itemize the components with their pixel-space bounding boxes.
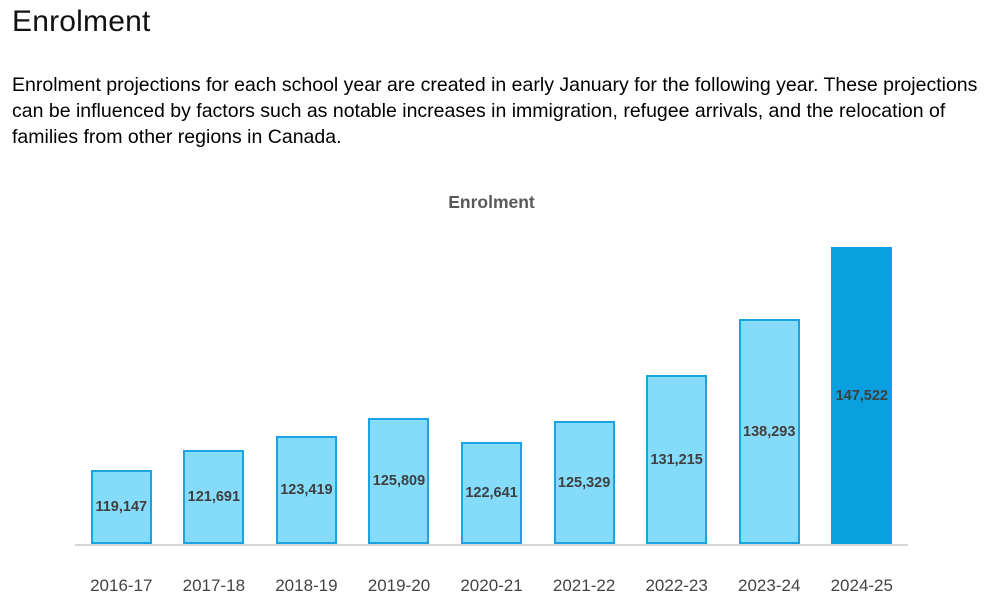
bar-slot: 138,293 xyxy=(723,214,816,544)
x-axis-label: 2016-17 xyxy=(90,576,153,595)
bar-slot: 125,329 xyxy=(538,214,631,544)
x-axis-label: 2020-21 xyxy=(460,576,523,595)
bar-slot: 131,215 xyxy=(630,214,723,544)
bar-slot: 121,691 xyxy=(168,214,261,544)
bar-value-label: 123,419 xyxy=(280,482,333,498)
intro-paragraph: Enrolment projections for each school ye… xyxy=(12,74,978,148)
x-axis-label: 2023-24 xyxy=(738,576,801,595)
bar-slot: 122,641 xyxy=(445,214,538,544)
bar-value-label: 119,147 xyxy=(95,499,148,515)
bar-2021-22: 125,329 xyxy=(553,421,615,544)
chart-title: Enrolment xyxy=(448,192,535,212)
bar-2016-17: 119,147 xyxy=(90,470,152,544)
x-axis-label: 2017-18 xyxy=(182,576,246,595)
bar-value-label: 125,809 xyxy=(372,473,426,489)
enrolment-bar-chart: Enrolment 119,147 121,691 123,419 125,809 12… xyxy=(75,192,908,596)
bar-slot: 147,522 xyxy=(816,214,909,544)
bar-value-label: 122,641 xyxy=(465,485,518,501)
bar-2024-25: 147,522 xyxy=(831,247,893,544)
x-axis-label: 2022-23 xyxy=(645,576,708,595)
x-axis-label: 2024-25 xyxy=(830,576,893,595)
bar-value-label: 125,329 xyxy=(557,474,611,491)
x-axis-label: 2021-22 xyxy=(552,576,616,595)
x-axis-label: 2018-19 xyxy=(275,576,338,595)
bar-value-label: 131,215 xyxy=(650,451,703,468)
bar-value-label: 138,293 xyxy=(743,423,796,440)
page-title: Enrolment xyxy=(12,5,151,38)
bar-value-label: 121,691 xyxy=(187,489,241,505)
bar-2023-24: 138,293 xyxy=(738,319,800,544)
bar-slot: 125,809 xyxy=(353,214,446,544)
chart-plot-area: 119,147 121,691 123,419 125,809 122,641 125,3… xyxy=(75,214,908,546)
bar-slot: 123,419 xyxy=(260,214,353,544)
bar-2022-23: 131,215 xyxy=(646,375,708,544)
bar-value-label: 147,522 xyxy=(835,387,888,404)
bar-2017-18: 121,691 xyxy=(183,450,245,544)
bar-2019-20: 125,809 xyxy=(368,418,430,544)
x-axis-labels: 2016-17 2017-18 2018-19 2019-20 2020-21 2021-… xyxy=(75,576,908,596)
bar-2018-19: 123,419 xyxy=(275,436,337,544)
bar-2020-21: 122,641 xyxy=(461,442,523,544)
bars-container: 119,147 121,691 123,419 125,809 122,641 125,3… xyxy=(75,214,908,544)
bar-slot: 119,147 xyxy=(75,214,168,544)
x-axis-label: 2019-20 xyxy=(367,576,431,595)
